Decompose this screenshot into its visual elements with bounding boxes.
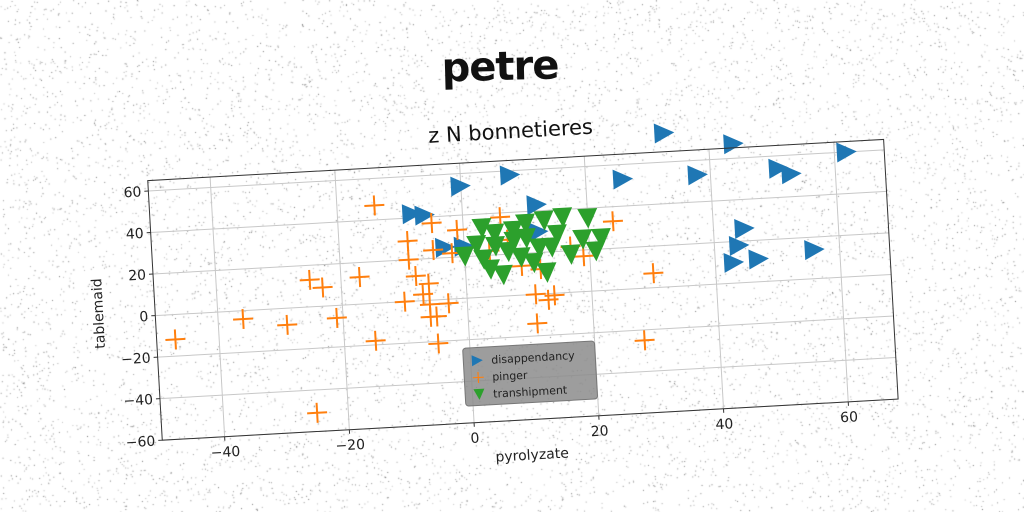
pinger-point — [428, 333, 449, 354]
pinger-point — [643, 263, 664, 284]
x-tick-label: −20 — [335, 437, 365, 455]
x-grid-line — [834, 142, 849, 402]
disappendancy-point — [500, 164, 521, 185]
disappendancy-point — [748, 248, 769, 269]
pinger-point — [165, 329, 186, 350]
disappendancy-point — [687, 164, 708, 185]
y-tick-label: −40 — [123, 392, 153, 410]
pinger-point — [233, 308, 254, 329]
disappendancy-point — [734, 218, 755, 239]
disappendancy-point — [729, 235, 750, 256]
pinger-point — [394, 291, 415, 312]
pinger-point — [397, 231, 418, 252]
legend-label-pinger: pinger — [492, 369, 528, 384]
x-tick-label: 60 — [840, 409, 859, 426]
x-grid-line — [709, 149, 724, 409]
disappendancy-point — [781, 163, 802, 184]
x-tick-label: 0 — [470, 430, 480, 446]
y-axis-label: tablemaid — [89, 278, 109, 349]
x-tick-label: 20 — [590, 423, 609, 440]
y-tick-label: −60 — [125, 434, 155, 452]
pinger-point — [446, 219, 467, 240]
pinger-point — [527, 313, 548, 334]
transhipment-point — [536, 262, 557, 283]
pinger-point — [525, 284, 546, 305]
transhipment-point — [577, 208, 598, 229]
disappendancy-point — [613, 168, 634, 189]
y-tick-label: −20 — [121, 351, 151, 369]
x-tick-label: 40 — [715, 416, 734, 433]
pinger-point — [349, 267, 370, 288]
y-tick-label: 60 — [123, 184, 142, 201]
pinger-point — [365, 330, 386, 351]
pinger-point — [364, 195, 385, 216]
pinger-point — [307, 402, 328, 423]
pinger-point — [438, 293, 459, 314]
y-tick-label: 40 — [125, 226, 144, 243]
disappendancy-point — [836, 141, 857, 162]
x-grid-line — [335, 170, 350, 430]
y-grid-line — [155, 274, 891, 315]
disappendancy-point — [724, 252, 745, 273]
y-tick-label: 0 — [139, 309, 149, 325]
disappendancy-point — [723, 133, 744, 154]
x-axis-label: pyrolyzate — [495, 446, 569, 466]
pinger-point — [277, 314, 298, 335]
chart-title: z N bonnetieres — [428, 115, 594, 148]
x-grid-line — [210, 177, 225, 437]
pinger-point — [326, 307, 347, 328]
disappendancy-point — [654, 122, 675, 143]
x-tick-label: −40 — [210, 444, 240, 462]
pinger-point — [538, 289, 559, 310]
transhipment-point — [560, 244, 581, 265]
pinger-point — [634, 330, 655, 351]
y-tick-label: 20 — [128, 267, 147, 284]
series-transhipment — [452, 205, 613, 288]
pinger-point — [544, 285, 565, 306]
disappendancy-point — [804, 239, 825, 260]
